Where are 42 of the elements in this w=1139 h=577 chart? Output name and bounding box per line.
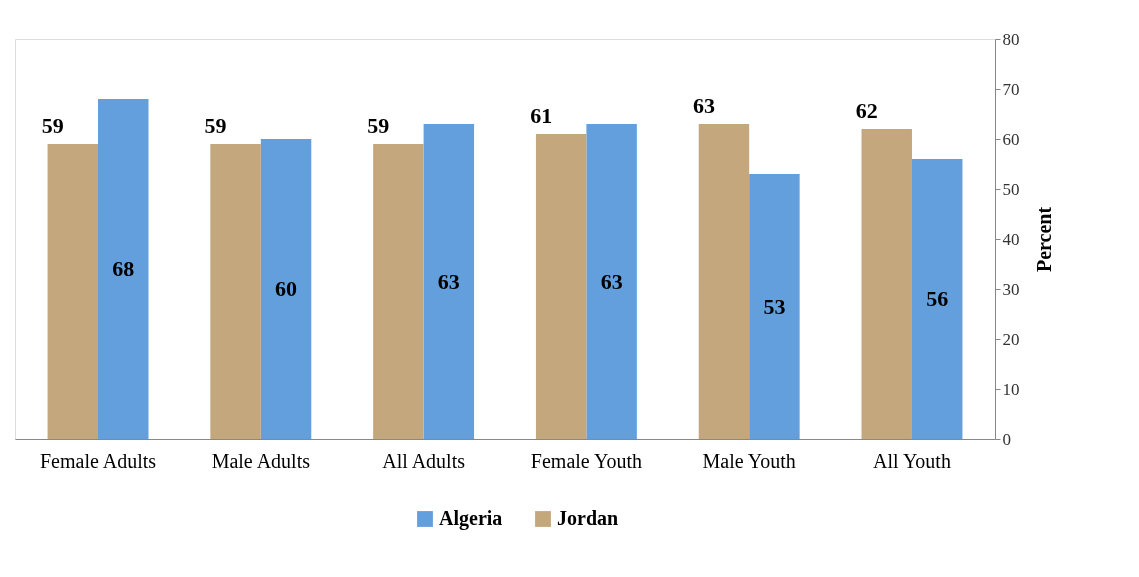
y-tick-label: 80 xyxy=(1002,29,1020,49)
bar xyxy=(423,124,475,439)
bar xyxy=(911,159,963,439)
data-label: 59 xyxy=(41,113,64,138)
x-tick-label: All Youth xyxy=(873,449,951,472)
bar xyxy=(373,144,424,439)
data-label: 63 xyxy=(600,268,623,294)
y-tick-label: 10 xyxy=(1002,379,1020,399)
legend-label: Algeria xyxy=(439,507,503,530)
data-label: 60 xyxy=(275,276,298,301)
bar xyxy=(98,99,149,439)
x-tick-label: Male Youth xyxy=(702,449,796,472)
data-label: 59 xyxy=(367,113,390,138)
data-label: 61 xyxy=(530,103,553,128)
y-tick-label: 60 xyxy=(1002,129,1020,149)
bar xyxy=(535,134,587,439)
data-label: 59 xyxy=(204,113,227,138)
data-label: 53 xyxy=(763,293,786,319)
y-tick-label: 70 xyxy=(1002,79,1020,99)
bar xyxy=(47,144,99,439)
x-tick-label: Male Adults xyxy=(211,449,311,472)
x-tick-label: All Adults xyxy=(382,449,466,472)
bar xyxy=(586,124,637,439)
bar xyxy=(260,139,312,439)
bar xyxy=(210,144,261,439)
bar xyxy=(749,174,800,439)
data-label: 56 xyxy=(926,286,949,311)
y-tick-label: 50 xyxy=(1002,179,1020,199)
y-tick-label: 0 xyxy=(1002,429,1011,449)
y-tick-label: 40 xyxy=(1002,229,1020,249)
y-tick-label: 20 xyxy=(1002,329,1020,349)
data-label: 62 xyxy=(855,98,878,123)
bar xyxy=(698,124,750,439)
data-label: 63 xyxy=(437,268,460,294)
data-label: 68 xyxy=(112,256,135,281)
bar xyxy=(861,129,912,439)
legend-label: Jordan xyxy=(557,507,619,529)
data-label: 63 xyxy=(692,93,715,118)
y-tick-label: 30 xyxy=(1002,279,1020,299)
x-tick-label: Female Adults xyxy=(39,449,157,472)
x-tick-label: Female Youth xyxy=(530,449,642,472)
y-axis-title: Percent xyxy=(1032,206,1055,273)
